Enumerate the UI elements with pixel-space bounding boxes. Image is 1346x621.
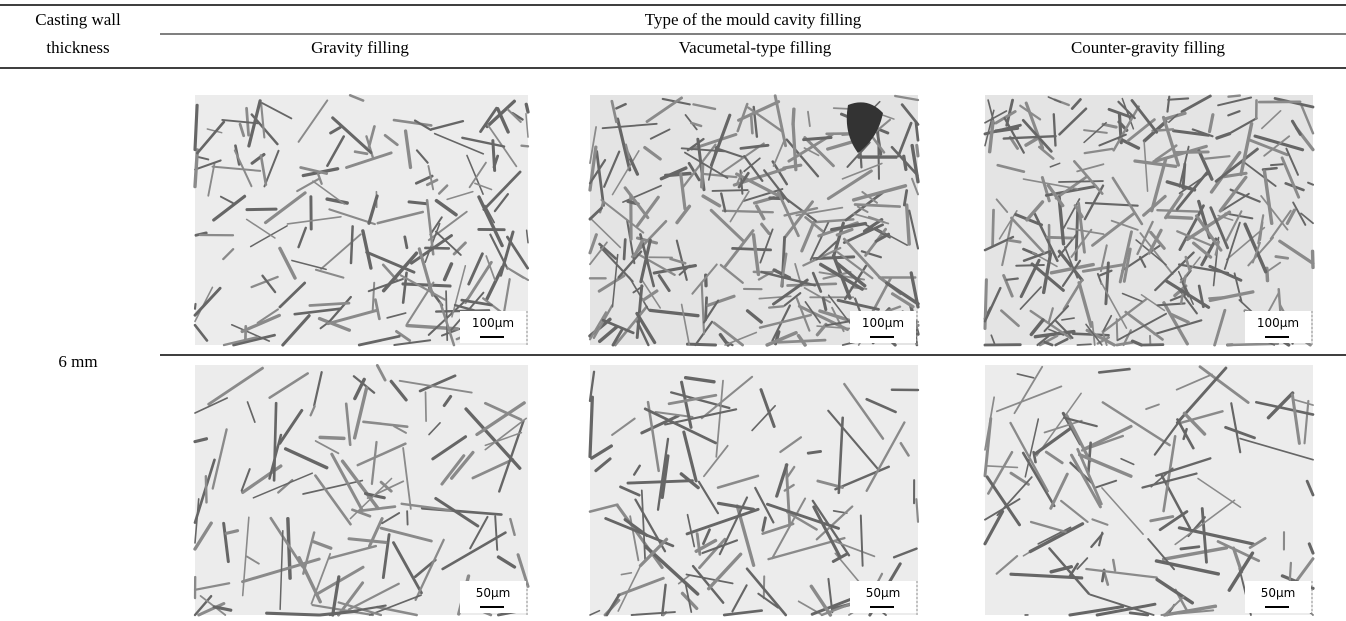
needle bbox=[878, 130, 879, 179]
needle bbox=[1117, 319, 1118, 340]
needle bbox=[409, 202, 427, 204]
needle bbox=[1007, 279, 1018, 280]
needle bbox=[769, 306, 783, 307]
micrograph: 100µm bbox=[195, 95, 528, 345]
needle bbox=[713, 190, 748, 191]
column-header: Gravity filling bbox=[160, 34, 560, 62]
group-header: Type of the mould cavity filling bbox=[160, 6, 1346, 34]
needle bbox=[426, 392, 427, 421]
needle bbox=[808, 451, 820, 453]
needle bbox=[1059, 181, 1103, 182]
needle bbox=[723, 211, 773, 212]
micrograph: 50µm bbox=[985, 365, 1313, 615]
needle bbox=[195, 105, 197, 149]
needle bbox=[1183, 164, 1185, 188]
micrograph: 50µm bbox=[195, 365, 528, 615]
needle bbox=[320, 437, 344, 438]
needle bbox=[526, 104, 528, 112]
needle bbox=[1009, 240, 1020, 242]
needle bbox=[1077, 344, 1091, 345]
column-header: Counter-gravity filling bbox=[950, 34, 1346, 62]
needle bbox=[1167, 217, 1192, 218]
needle bbox=[706, 298, 707, 320]
scale-label: 50µm bbox=[1261, 586, 1296, 600]
needle bbox=[751, 116, 752, 133]
scale-label: 100µm bbox=[472, 316, 514, 330]
needle bbox=[206, 476, 207, 502]
needle bbox=[1228, 96, 1239, 97]
needle bbox=[195, 150, 197, 187]
needle bbox=[993, 210, 994, 245]
needle bbox=[195, 304, 196, 309]
micrograph: 100µm bbox=[985, 95, 1313, 345]
needle bbox=[804, 138, 831, 140]
needle bbox=[1271, 164, 1283, 165]
needle bbox=[624, 240, 625, 259]
row-label: 6 mm bbox=[10, 348, 146, 376]
needle bbox=[446, 291, 447, 340]
needle bbox=[351, 226, 353, 263]
needle bbox=[917, 145, 918, 156]
needle bbox=[522, 146, 528, 147]
scale-label: 50µm bbox=[866, 586, 901, 600]
needle bbox=[1263, 168, 1277, 169]
needle bbox=[1047, 237, 1072, 238]
page: 100µm 100µm 100µm 50µm 50µm 50µm Casting wall… bbox=[0, 0, 1346, 621]
needle bbox=[687, 344, 715, 345]
needle bbox=[1168, 98, 1188, 99]
scale-label: 50µm bbox=[476, 586, 511, 600]
needle bbox=[702, 165, 703, 186]
needle bbox=[1016, 265, 1044, 266]
micrograph: 100µm bbox=[590, 95, 918, 345]
needle bbox=[793, 109, 794, 124]
needle bbox=[403, 284, 450, 286]
micrograph: 50µm bbox=[590, 365, 918, 615]
table-graphics: 100µm 100µm 100µm 50µm 50µm 50µm bbox=[0, 0, 1346, 621]
column-header: Vacumetal-type filling bbox=[560, 34, 950, 62]
needle bbox=[1176, 152, 1208, 153]
scale-label: 100µm bbox=[862, 316, 904, 330]
needle bbox=[1276, 257, 1288, 259]
needle bbox=[247, 209, 276, 210]
scale-label: 100µm bbox=[1257, 316, 1299, 330]
row-label-header: Casting wall thickness bbox=[10, 6, 146, 62]
needle bbox=[267, 613, 319, 615]
